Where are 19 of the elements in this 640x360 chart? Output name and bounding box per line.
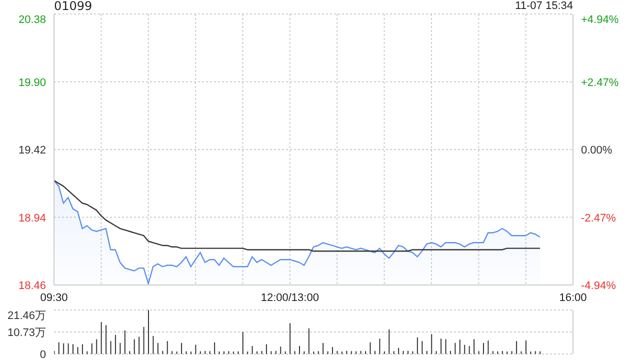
y-tick-label: 0 (40, 349, 46, 360)
y-tick-label: 10.73万 (7, 327, 46, 339)
y2-tick-label: +2.47% (581, 76, 619, 89)
y-tick-label: 20.38 (18, 14, 46, 26)
y2-tick-label: 0.00% (581, 144, 612, 156)
chart-title: 01099 (54, 0, 92, 13)
y-tick-label: 19.42 (18, 144, 46, 156)
y2-tick-label: -4.94% (581, 280, 616, 292)
text: 11-07 15:34 (515, 0, 573, 12)
x-tick-label: 16:00 (559, 292, 587, 304)
y-tick-label: 18.94 (18, 212, 46, 224)
y2-tick-label: +4.94% (581, 14, 619, 26)
x-tick-label: 12:00/13:00 (260, 292, 319, 304)
y-tick-label: 21.46万 (7, 310, 46, 322)
y-tick-label: 18.46 (18, 280, 46, 292)
y-tick-label: 19.90 (18, 76, 46, 89)
x-tick-label: 09:30 (40, 292, 68, 304)
line-series (54, 180, 541, 252)
y2-tick-label: -2.47% (581, 212, 616, 224)
